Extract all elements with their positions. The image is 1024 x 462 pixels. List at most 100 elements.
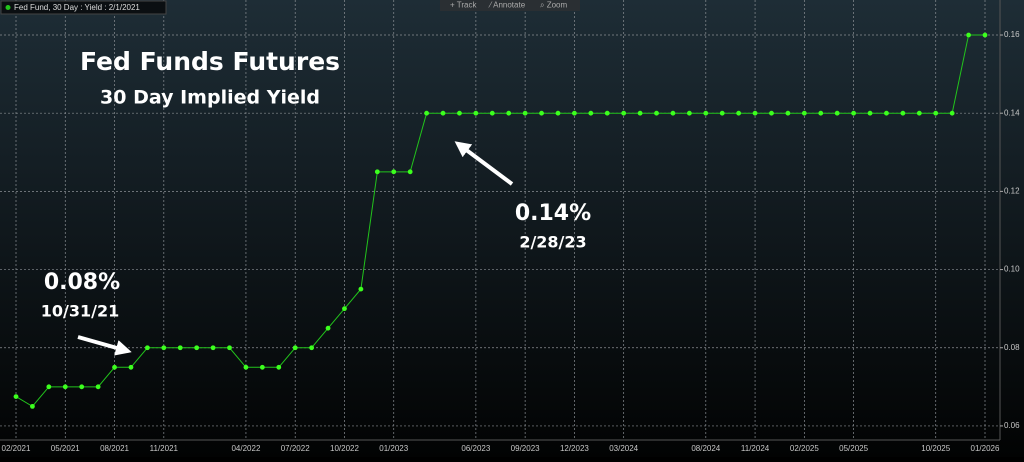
data-point xyxy=(933,110,939,116)
data-point xyxy=(309,345,315,351)
data-point xyxy=(325,325,331,331)
y-tick-label: 0.10 xyxy=(1004,265,1020,274)
annotation: 2/28/23 xyxy=(519,233,586,252)
x-tick-label: 10/2025 xyxy=(921,444,950,453)
x-tick-label: 07/2022 xyxy=(281,444,310,453)
annotation: 0.08% xyxy=(44,270,120,295)
data-point xyxy=(785,110,791,116)
data-point xyxy=(473,110,479,116)
data-point xyxy=(834,110,840,116)
data-point xyxy=(736,110,742,116)
data-point xyxy=(227,345,232,351)
data-point xyxy=(424,110,429,116)
series-line xyxy=(15,34,985,408)
data-point xyxy=(177,345,183,351)
x-tick-label: 05/2021 xyxy=(51,444,80,453)
data-point xyxy=(686,110,692,116)
x-tick-label: 10/2022 xyxy=(330,444,359,453)
data-point xyxy=(407,169,413,175)
x-tick-label: 09/2023 xyxy=(511,444,540,453)
data-point xyxy=(13,394,19,400)
data-point xyxy=(719,110,725,116)
legend-box xyxy=(0,0,167,15)
data-point xyxy=(128,364,134,370)
x-tick-label: 04/2022 xyxy=(231,444,260,453)
toolbar-annotate[interactable]: ⁄ Annotate xyxy=(488,1,526,10)
data-point xyxy=(276,364,282,370)
data-point xyxy=(572,110,577,116)
data-point xyxy=(342,306,347,312)
data-point xyxy=(670,110,676,116)
y-tick-label: 0.16 xyxy=(1004,30,1020,39)
data-point xyxy=(46,384,52,390)
x-tick-label: 08/2021 xyxy=(100,444,129,453)
toolbar-zoom[interactable]: ⌕ Zoom xyxy=(540,1,567,10)
toolbar-label[interactable]: Annotate xyxy=(493,1,526,10)
data-point xyxy=(621,110,627,116)
data-point xyxy=(440,110,446,116)
data-point xyxy=(966,32,971,38)
data-point xyxy=(95,384,101,390)
y-tick-label: 0.06 xyxy=(1004,421,1020,430)
y-tick-label: 0.08 xyxy=(1004,343,1020,352)
data-point xyxy=(884,110,889,116)
y-tick-label: 0.14 xyxy=(1004,108,1020,117)
data-point xyxy=(539,110,544,116)
data-point xyxy=(358,286,364,292)
data-point xyxy=(982,32,988,38)
toolbar-label[interactable]: Zoom xyxy=(547,1,568,10)
data-point xyxy=(243,364,249,370)
data-point xyxy=(457,110,462,116)
chart-subtitle: 30 Day Implied Yield xyxy=(100,87,320,109)
annotation: 0.14% xyxy=(515,201,591,226)
data-point xyxy=(292,345,298,351)
x-tick-label: 03/2024 xyxy=(609,444,638,453)
data-point xyxy=(391,169,397,175)
legend-label: Fed Fund, 30 Day : Yield : 2/1/2021 xyxy=(14,3,140,12)
grid xyxy=(0,0,1003,441)
data-point xyxy=(259,364,265,370)
data-point xyxy=(194,345,200,351)
data-point xyxy=(801,110,807,116)
data-point xyxy=(112,364,117,370)
x-tick-label: 01/2023 xyxy=(379,444,408,453)
data-point xyxy=(374,169,380,175)
arrow xyxy=(454,141,514,186)
chart-title: Fed Funds Futures xyxy=(80,47,340,76)
data-point xyxy=(637,110,643,116)
data-point xyxy=(654,110,659,116)
x-tick-label: 06/2023 xyxy=(461,444,490,453)
data-point xyxy=(522,110,528,116)
data-point xyxy=(867,110,873,116)
x-tick-label: 02/2025 xyxy=(790,444,819,453)
data-point xyxy=(144,345,150,351)
data-point xyxy=(916,110,922,116)
toolbar xyxy=(440,0,580,11)
x-tick-label: 05/2025 xyxy=(839,444,868,453)
data-point xyxy=(769,110,774,116)
x-tick-label: 01/2026 xyxy=(971,444,1000,453)
data-point xyxy=(818,110,824,116)
data-point xyxy=(851,110,857,116)
toolbar-label[interactable]: Track xyxy=(457,1,478,10)
x-tick-label: 11/2024 xyxy=(741,444,770,453)
y-tick-label: 0.12 xyxy=(1004,186,1020,195)
data-point xyxy=(900,110,906,116)
data-point xyxy=(161,345,167,351)
x-tick-label: 02/2021 xyxy=(2,444,31,453)
data-point xyxy=(62,384,68,390)
data-point xyxy=(30,403,35,409)
x-tick-label: 11/2021 xyxy=(150,444,179,453)
data-point xyxy=(489,110,495,116)
data-point xyxy=(555,110,561,116)
data-point xyxy=(949,110,955,116)
arrow xyxy=(77,335,132,356)
data-point xyxy=(604,110,610,116)
data-point xyxy=(506,110,512,116)
data-point xyxy=(79,384,85,390)
x-tick-label: 08/2024 xyxy=(691,444,720,453)
annotation: 10/31/21 xyxy=(41,302,119,321)
x-tick-label: 12/2023 xyxy=(560,444,589,453)
toolbar-track[interactable]: + Track xyxy=(450,1,477,10)
